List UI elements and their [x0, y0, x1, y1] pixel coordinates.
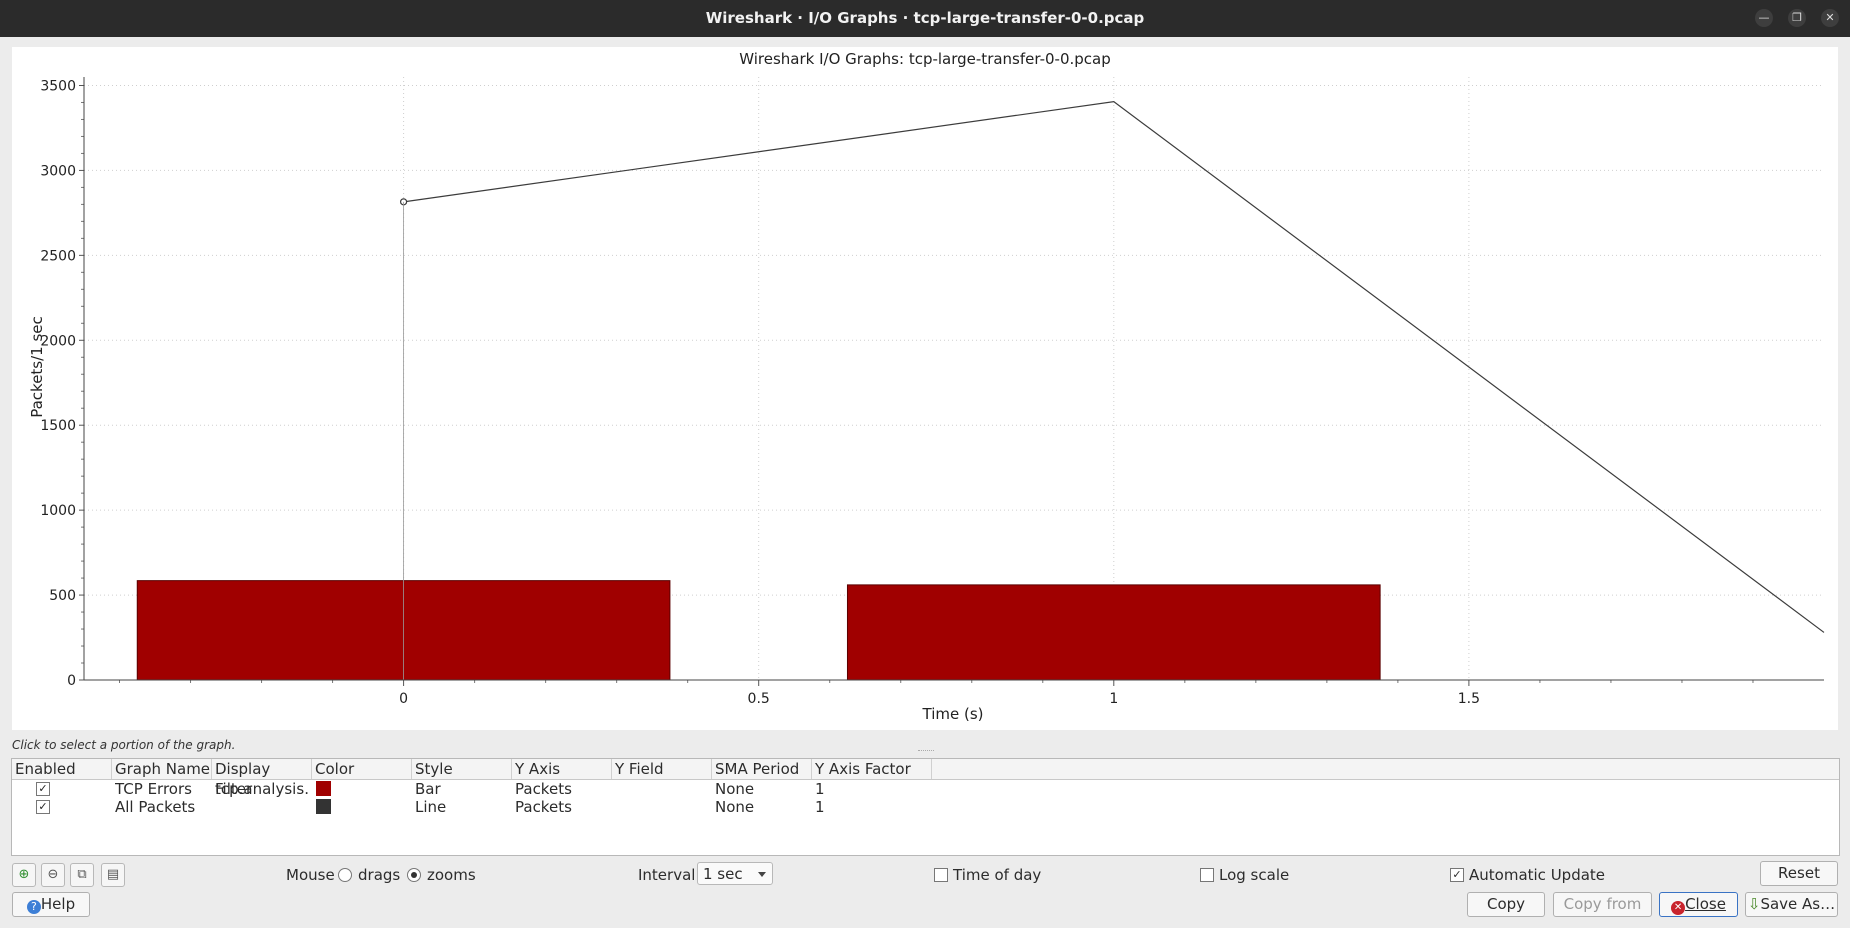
x-tick-label: 1.5	[1458, 691, 1480, 707]
add-graph-icon[interactable]: ⊕	[12, 863, 36, 887]
save-as-button[interactable]: ⇩Save As…	[1745, 892, 1838, 917]
splitter-handle[interactable]	[918, 750, 934, 753]
interval-value: 1 sec	[703, 865, 743, 883]
remove-graph-icon[interactable]: ⊖	[41, 863, 65, 887]
io-graph-plot[interactable]: Wireshark I/O Graphs: tcp-large-transfer…	[12, 47, 1838, 730]
x-tick-label: 0	[399, 691, 408, 707]
enabled-checkbox[interactable]: ✓	[36, 782, 50, 796]
graph-table[interactable]: Enabled Graph Name Display Filter Color …	[11, 758, 1840, 856]
hint-text: Click to select a portion of the graph.	[12, 738, 236, 752]
display-filter-cell[interactable]: tcp.analysis…	[215, 780, 309, 798]
header-color[interactable]: Color	[312, 759, 412, 779]
close-label: Close	[1685, 895, 1726, 913]
enabled-checkbox[interactable]: ✓	[36, 800, 50, 814]
automatic-update-label[interactable]: Automatic Update	[1469, 866, 1606, 884]
y-axis-factor-cell[interactable]: 1	[815, 780, 825, 798]
minimize-icon[interactable]: —	[1755, 9, 1773, 27]
axes: 0 500 1000 1500 2000 2500 3000 3500 0 0.5 1 1.5	[40, 77, 1824, 707]
x-tick-label: 0.5	[748, 691, 770, 707]
io-graph-chart[interactable]: Wireshark I/O Graphs: tcp-large-transfer…	[12, 47, 1838, 730]
color-swatch[interactable]	[316, 781, 331, 796]
header-graph-name[interactable]: Graph Name	[112, 759, 212, 779]
close-icon: ✕	[1671, 901, 1686, 915]
save-as-label: Save As…	[1760, 895, 1836, 913]
table-header: Enabled Graph Name Display Filter Color …	[12, 759, 1839, 798]
clear-graphs-icon[interactable]: ▤	[101, 863, 125, 887]
table-row[interactable]: ✓ All Packets Line Packets None 1	[12, 798, 1839, 816]
interval-select[interactable]: 1 sec	[697, 862, 773, 885]
zooms-radio[interactable]	[407, 868, 421, 882]
chart-title: Wireshark I/O Graphs: tcp-large-transfer…	[739, 50, 1111, 68]
y-tick-label: 2000	[40, 333, 76, 349]
drags-radio[interactable]	[338, 868, 352, 882]
header-display-filter[interactable]: Display Filter	[212, 759, 312, 798]
header-y-field[interactable]: Y Field	[612, 759, 712, 779]
reset-button[interactable]: Reset	[1760, 861, 1838, 886]
chevron-down-icon	[758, 872, 766, 877]
zooms-label[interactable]: zooms	[427, 866, 476, 884]
y-axis-label: Packets/1 sec	[28, 316, 46, 418]
graph-name-cell[interactable]: All Packets	[115, 798, 196, 816]
mouse-label: Mouse	[286, 866, 335, 884]
y-axis-factor-cell[interactable]: 1	[815, 798, 825, 816]
time-of-day-label[interactable]: Time of day	[953, 866, 1042, 884]
title-bar: Wireshark · I/O Graphs · tcp-large-trans…	[0, 0, 1850, 37]
y-tick-label: 500	[49, 588, 76, 604]
tcp-errors-bar	[846, 584, 1381, 681]
y-tick-label: 3000	[40, 163, 76, 179]
log-scale-checkbox[interactable]	[1200, 868, 1214, 882]
sma-period-cell[interactable]: None	[715, 780, 755, 798]
interval-label: Interval	[638, 866, 696, 884]
grid-lines	[84, 77, 1824, 680]
save-icon: ⇩	[1747, 895, 1761, 913]
table-row[interactable]: ✓ TCP Errors tcp.analysis… Bar Packets N…	[12, 780, 1839, 798]
header-enabled[interactable]: Enabled	[12, 759, 112, 779]
x-axis-label: Time (s)	[922, 705, 984, 723]
header-style[interactable]: Style	[412, 759, 512, 779]
y-tick-label: 1000	[40, 503, 76, 519]
y-tick-label: 1500	[40, 418, 76, 434]
x-tick-label: 1	[1109, 691, 1118, 707]
help-label: Help	[40, 895, 76, 913]
copy-button[interactable]: Copy	[1467, 892, 1545, 917]
duplicate-graph-icon[interactable]: ⧉	[70, 863, 94, 887]
close-window-icon[interactable]: ✕	[1821, 9, 1839, 27]
header-sma-period[interactable]: SMA Period	[712, 759, 812, 779]
sma-period-cell[interactable]: None	[715, 798, 755, 816]
y-axis-cell[interactable]: Packets	[515, 798, 572, 816]
copy-from-button[interactable]: Copy from	[1553, 892, 1652, 917]
window-title: Wireshark · I/O Graphs · tcp-large-trans…	[705, 9, 1145, 27]
y-axis-cell[interactable]: Packets	[515, 780, 572, 798]
help-icon: ?	[26, 900, 41, 914]
log-scale-label[interactable]: Log scale	[1219, 866, 1290, 884]
y-tick-label: 0	[67, 673, 76, 689]
drags-label[interactable]: drags	[358, 866, 401, 884]
time-of-day-checkbox[interactable]	[934, 868, 948, 882]
style-cell[interactable]: Line	[415, 798, 447, 816]
help-button[interactable]: ? Help	[12, 892, 90, 917]
y-tick-label: 2500	[40, 248, 76, 264]
graph-name-cell[interactable]: TCP Errors	[115, 780, 192, 798]
maximize-icon[interactable]: ❐	[1788, 9, 1806, 27]
close-button[interactable]: ✕ Close	[1659, 892, 1738, 917]
header-y-axis[interactable]: Y Axis	[512, 759, 612, 779]
header-y-axis-factor[interactable]: Y Axis Factor	[812, 759, 932, 779]
all-packets-line	[403, 101, 1825, 633]
display-filter-cell[interactable]	[215, 798, 309, 816]
line-series	[399, 101, 1825, 680]
automatic-update-checkbox[interactable]: ✓	[1450, 868, 1464, 882]
style-cell[interactable]: Bar	[415, 780, 441, 798]
y-tick-label: 3500	[40, 78, 76, 94]
color-swatch[interactable]	[316, 799, 331, 814]
